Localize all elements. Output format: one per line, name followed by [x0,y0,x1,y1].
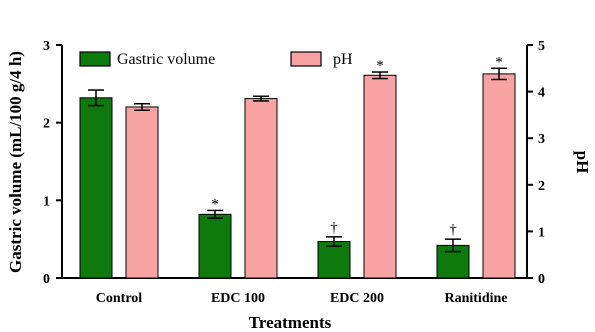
right-y-tick-label: 2 [538,179,545,194]
significance-marker: * [376,58,384,74]
bar-ph [125,106,159,279]
plot-area: 0 1 2 3 0 1 2 3 4 5 * † * † * Control EDC 100 EDC 200 R… [43,39,545,306]
left-y-tick-label: 3 [43,39,50,54]
x-tick-label: EDC 100 [211,291,265,306]
left-y-tick-label: 1 [43,194,50,209]
bar-ph [244,98,278,279]
bar-ph [482,73,516,279]
legend-label-gastric-volume: Gastric volume [117,51,215,68]
left-y-ticks: 0 1 2 3 [43,39,62,287]
bar-gastric-volume [79,97,113,279]
x-axis-title: Treatments [249,313,332,332]
left-y-tick-label: 2 [43,117,50,132]
right-y-tick-label: 0 [538,272,545,287]
bars: * † * † * [79,54,516,279]
bar-ph [363,74,397,279]
significance-marker: † [449,222,457,238]
right-y-tick-label: 4 [538,86,545,101]
legend-label-ph: pH [333,51,353,68]
left-y-axis-title: Gastric volume (mL/100 g/4 h) [6,51,25,273]
x-tick-labels: Control EDC 100 EDC 200 Ranitidine [96,291,508,306]
legend-swatch-ph [290,51,322,67]
bar-gastric-volume [198,213,232,279]
right-y-ticks: 0 1 2 3 4 5 [527,39,545,287]
x-tick-label: EDC 200 [330,291,384,306]
right-y-tick-label: 1 [538,225,545,240]
x-tick-label: Ranitidine [444,291,507,306]
legend-swatch-gastric-volume [79,51,111,67]
legend: Gastric volume pH [79,51,353,68]
right-y-axis-title: pH [573,151,592,174]
bar-gastric-volume [317,240,351,279]
significance-marker: † [330,220,338,236]
left-y-tick-label: 0 [43,272,50,287]
x-tick-label: Control [96,291,143,306]
significance-marker: * [211,196,219,212]
right-y-tick-label: 5 [538,39,545,54]
significance-marker: * [495,54,503,70]
right-y-tick-label: 3 [538,132,545,147]
